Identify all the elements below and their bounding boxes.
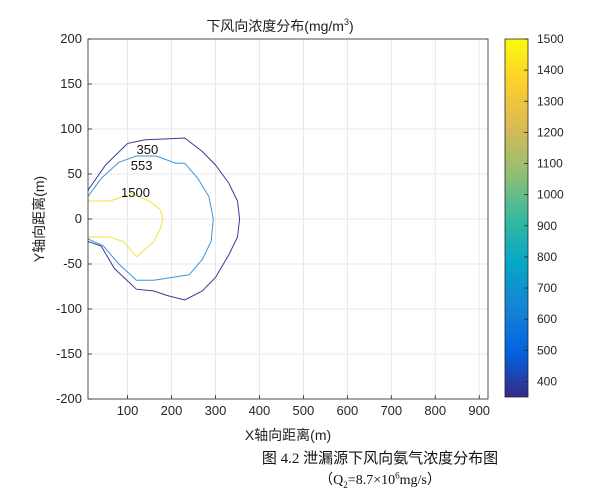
colorbar (504, 38, 529, 398)
x-tick-label: 800 (424, 403, 446, 418)
contour-label-350: 350 (136, 142, 158, 157)
contour-line-350 (88, 137, 241, 301)
contour-line-553 (88, 155, 214, 281)
contour-label-1500: 1500 (121, 185, 150, 200)
x-tick-label: 400 (249, 403, 271, 418)
colorbar-tick-label: 1300 (537, 94, 564, 108)
x-tick-label: 200 (161, 403, 183, 418)
chart-title: 下风向浓度分布(mg/m3) (206, 17, 353, 34)
y-tick-label: 0 (75, 211, 82, 226)
chart-title-suffix: ) (349, 18, 354, 34)
colorbar-ticks: 400 500 600 700 800 900 1000 1100 1200 1300 1400 15… (524, 32, 564, 388)
colorbar-tick-label: 1400 (537, 63, 564, 77)
colorbar-tick-label: 1500 (537, 32, 564, 46)
colorbar-tick-label: 1100 (537, 157, 563, 171)
contour-label-553: 553 (131, 158, 153, 173)
x-axis-ticks: 100 200 300 400 500 600 700 800 900 (117, 395, 490, 418)
y-tick-label: 100 (60, 121, 82, 136)
y-tick-label: 150 (60, 76, 82, 91)
figure-caption-formula: （Q2=8.7×106mg/s） (319, 470, 441, 490)
y-tick-label: 50 (68, 166, 82, 181)
x-tick-label: 900 (468, 403, 490, 418)
figure-caption: 图 4.2 泄漏源下风向氨气浓度分布图 (261, 451, 499, 467)
colorbar-tick-label: 500 (537, 343, 557, 357)
colorbar-tick-label: 400 (537, 374, 557, 388)
y-tick-label: -100 (56, 301, 82, 316)
x-axis-label: X轴向距离(m) (245, 427, 331, 443)
y-tick-label: 200 (60, 31, 82, 46)
colorbar-tick-label: 800 (537, 250, 557, 264)
colorbar-tick-label: 1000 (537, 188, 564, 202)
colorbar-tick-label: 900 (537, 219, 557, 233)
grid-lines (88, 38, 488, 400)
x-tick-label: 100 (117, 403, 139, 418)
colorbar-tick-label: 600 (537, 312, 557, 326)
x-tick-label: 500 (293, 403, 315, 418)
colorbar-tick-label: 1200 (537, 125, 564, 139)
contour-lines (88, 137, 241, 301)
chart-title-superscript: 3 (344, 17, 349, 27)
y-tick-label: -200 (56, 391, 82, 406)
x-tick-label: 700 (380, 403, 402, 418)
y-axis-ticks: -200 -150 -100 -50 0 50 100 150 200 (56, 31, 92, 406)
y-tick-label: -150 (56, 346, 82, 361)
y-tick-label: -50 (63, 256, 82, 271)
colorbar-tick-label: 700 (537, 281, 557, 295)
y-axis-label: Y轴向距离(m) (31, 176, 47, 262)
contour-line-1500 (88, 193, 164, 258)
x-tick-label: 600 (336, 403, 358, 418)
x-tick-label: 300 (205, 403, 227, 418)
